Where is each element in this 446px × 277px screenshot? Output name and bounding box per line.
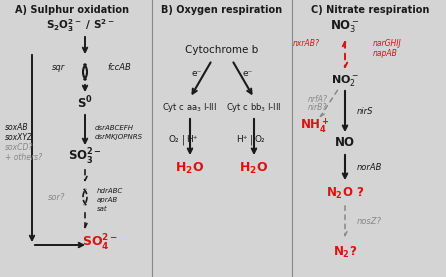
Text: NO$_2^-$: NO$_2^-$ <box>331 73 359 88</box>
Text: fccAB: fccAB <box>107 63 131 73</box>
Text: $\mathbf{S_2O_3^{2-}}$ / $\mathbf{S^{2-}}$: $\mathbf{S_2O_3^{2-}}$ / $\mathbf{S^{2-}… <box>46 18 114 34</box>
Text: $\mathbf{N_2O}$ ?: $\mathbf{N_2O}$ ? <box>326 185 364 201</box>
Text: H⁺: H⁺ <box>186 135 198 145</box>
Text: H⁺: H⁺ <box>236 135 248 145</box>
Text: e⁻: e⁻ <box>192 70 202 78</box>
Text: C) Nitrate respiration: C) Nitrate respiration <box>311 5 429 15</box>
Text: nirB?: nirB? <box>308 104 327 112</box>
Text: Cyt c bb$_3$ I-III: Cyt c bb$_3$ I-III <box>226 101 282 114</box>
Text: nosZ?: nosZ? <box>357 217 382 227</box>
Text: + others?: + others? <box>5 153 42 161</box>
Text: O₂: O₂ <box>255 135 265 145</box>
Text: aprAB: aprAB <box>97 197 118 203</box>
Text: sor?: sor? <box>48 193 65 201</box>
Text: norAB: norAB <box>357 163 382 173</box>
Text: soxCD?: soxCD? <box>5 143 33 153</box>
Text: B) Oxygen respiration: B) Oxygen respiration <box>161 5 283 15</box>
Text: $\mathbf{H_2O}$: $\mathbf{H_2O}$ <box>240 160 268 176</box>
Text: Cytochrome b: Cytochrome b <box>186 45 259 55</box>
Text: NO$_3^-$: NO$_3^-$ <box>330 19 360 35</box>
Text: nxrAB?: nxrAB? <box>293 40 320 48</box>
Text: hdrABC: hdrABC <box>97 188 123 194</box>
Text: $\mathbf{H_2O}$: $\mathbf{H_2O}$ <box>175 160 205 176</box>
Text: NO: NO <box>335 137 355 150</box>
Text: nrfA?: nrfA? <box>308 94 328 104</box>
Text: Cyt c aa$_3$ I-III: Cyt c aa$_3$ I-III <box>162 101 218 114</box>
Text: $\mathbf{SO_3^{2-}}$: $\mathbf{SO_3^{2-}}$ <box>68 147 102 167</box>
Text: e⁻: e⁻ <box>243 70 253 78</box>
Text: dsrABCEFH: dsrABCEFH <box>95 125 134 131</box>
Text: |: | <box>182 135 185 145</box>
Text: sqr: sqr <box>52 63 65 73</box>
Text: $\mathbf{N_2}$?: $\mathbf{N_2}$? <box>333 244 357 260</box>
Text: nirS: nirS <box>357 107 373 117</box>
Text: narGHIJ: narGHIJ <box>373 40 402 48</box>
Text: sat: sat <box>97 206 107 212</box>
Text: $\mathbf{SO_4^{2-}}$: $\mathbf{SO_4^{2-}}$ <box>82 233 118 253</box>
Text: $\mathbf{NH_4^+}$: $\mathbf{NH_4^+}$ <box>300 117 330 135</box>
Text: napAB: napAB <box>373 48 398 58</box>
Text: dsrMKJOPNRS: dsrMKJOPNRS <box>95 134 143 140</box>
Text: O₂: O₂ <box>169 135 179 145</box>
Text: soxXYZ: soxXYZ <box>5 132 33 142</box>
Text: $\mathbf{S^0}$: $\mathbf{S^0}$ <box>77 95 93 111</box>
Text: |: | <box>249 135 252 145</box>
Text: A) Sulphur oxidation: A) Sulphur oxidation <box>15 5 129 15</box>
Text: soxAB: soxAB <box>5 124 29 132</box>
